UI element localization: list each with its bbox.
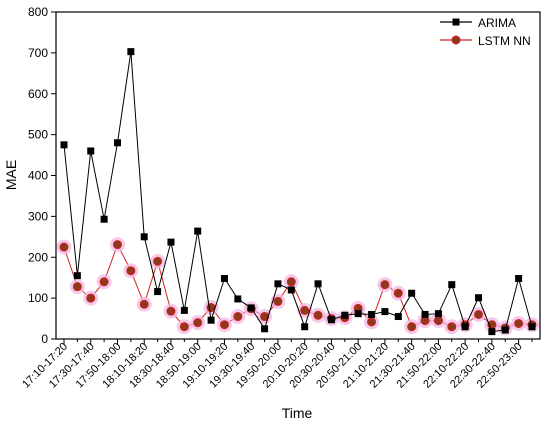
- arima-data-point: [234, 295, 242, 303]
- arima-data-point: [180, 306, 188, 314]
- arima-data-point: [60, 141, 68, 149]
- lstm-nn-data-point: [139, 299, 149, 309]
- y-axis-label: MAE: [3, 160, 19, 190]
- lstm-nn-data-point: [112, 240, 122, 250]
- arima-data-point: [100, 215, 108, 223]
- y-tick-label: 200: [28, 250, 48, 264]
- y-tick-label: 500: [28, 128, 48, 142]
- arima-data-point: [381, 308, 389, 316]
- arima-data-point: [501, 326, 509, 334]
- arima-data-point: [127, 48, 135, 56]
- lstm-nn-data-point: [367, 317, 377, 327]
- arima-data-point: [475, 294, 483, 302]
- arima-data-point: [247, 304, 255, 312]
- y-tick-label: 300: [28, 209, 48, 223]
- lstm-nn-data-point: [72, 282, 82, 292]
- arima-data-point: [314, 280, 322, 288]
- lstm-nn-data-point: [59, 242, 69, 252]
- lstm-nn-data-point: [407, 322, 417, 332]
- lstm-nn-data-point: [99, 277, 109, 287]
- arima-data-point: [140, 233, 148, 241]
- arima-data-point: [408, 289, 416, 297]
- arima-data-point: [341, 311, 349, 319]
- lstm-nn-data-point: [447, 322, 457, 332]
- arima-data-point: [87, 147, 95, 155]
- lstm-nn-data-point: [166, 306, 176, 316]
- lstm-nn-data-point: [273, 296, 283, 306]
- legend-label-lstm-nn: LSTM NN: [478, 34, 531, 48]
- arima-data-point: [488, 328, 496, 336]
- arima-data-point: [327, 316, 335, 324]
- y-tick-label: 600: [28, 87, 48, 101]
- lstm-nn-data-point: [393, 288, 403, 298]
- y-tick-label: 800: [28, 5, 48, 19]
- legend-marker-arima: [452, 18, 460, 26]
- arima-data-point: [167, 238, 175, 246]
- arima-data-point: [73, 272, 81, 280]
- arima-series-line: [63, 51, 533, 333]
- y-tick-label: 100: [28, 291, 48, 305]
- arima-data-point: [207, 316, 215, 324]
- lstm-nn-data-point: [286, 277, 296, 287]
- arima-data-point: [220, 275, 228, 283]
- lstm-nn-data-point: [380, 280, 390, 290]
- arima-data-point: [194, 227, 202, 235]
- arima-data-point: [448, 281, 456, 289]
- legend-marker-lstm-nn: [451, 35, 461, 45]
- legend: ARIMA LSTM NN: [440, 16, 531, 48]
- lstm-nn-data-point: [86, 293, 96, 303]
- y-tick-label: 0: [41, 332, 48, 346]
- arima-data-point: [421, 310, 429, 318]
- arima-data-point: [274, 280, 282, 288]
- lstm-nn-data-point: [300, 305, 310, 315]
- lstm-nn-data-point: [179, 322, 189, 332]
- arima-data-point: [368, 310, 376, 318]
- x-axis-label: Time: [282, 405, 313, 421]
- plot-area-frame: [55, 11, 541, 340]
- arima-data-point: [261, 325, 269, 333]
- lstm-nn-data-point: [219, 320, 229, 330]
- arima-data-point: [301, 323, 309, 331]
- arima-data-point: [515, 275, 523, 283]
- arima-data-point: [113, 139, 121, 147]
- arima-data-point: [434, 310, 442, 318]
- lstm-nn-data-point: [153, 256, 163, 266]
- arima-data-point: [287, 286, 295, 294]
- arima-data-point: [354, 310, 362, 318]
- lstm-nn-data-point: [193, 318, 203, 328]
- arima-data-point: [528, 323, 536, 331]
- y-tick-label: 400: [28, 169, 48, 183]
- lstm-nn-data-point: [233, 312, 243, 322]
- arima-data-point: [394, 313, 402, 321]
- lstm-nn-data-point: [126, 266, 136, 276]
- lstm-nn-data-point: [433, 316, 443, 326]
- lstm-nn-data-point: [514, 318, 524, 328]
- lstm-nn-data-point: [313, 310, 323, 320]
- y-tick-label: 700: [28, 46, 48, 60]
- arima-data-point: [154, 288, 162, 296]
- lstm-nn-data-point: [474, 309, 484, 319]
- arima-data-point: [461, 323, 469, 331]
- legend-label-arima: ARIMA: [478, 16, 516, 30]
